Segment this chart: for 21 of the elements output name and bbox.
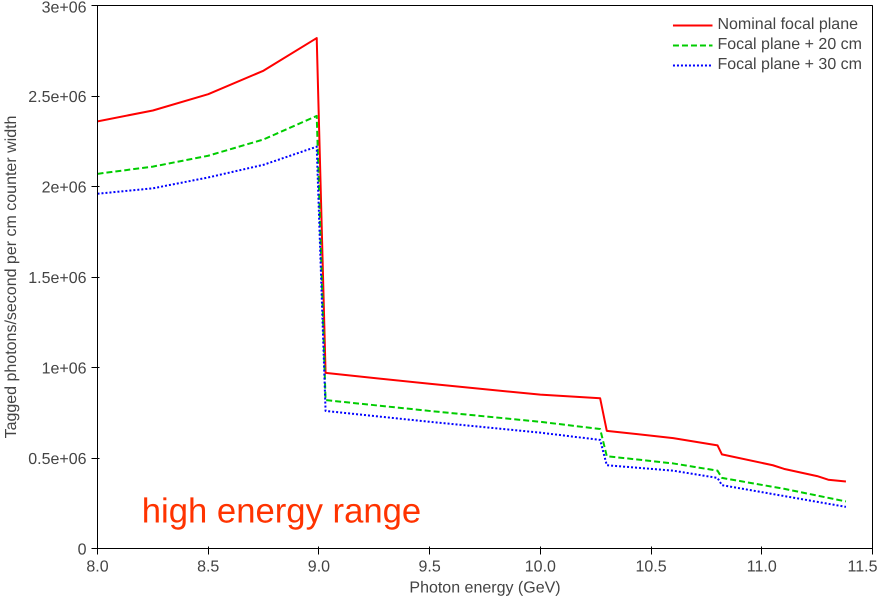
- y-tick-label: 2.5e+06: [28, 89, 87, 106]
- x-tick-label: 9.5: [418, 558, 441, 576]
- y-tick-label: 1.5e+06: [28, 270, 87, 287]
- y-tick-label: 0.5e+06: [28, 451, 87, 468]
- y-tick-label: 0: [78, 542, 87, 558]
- legend-label: Focal plane + 20 cm: [717, 36, 862, 54]
- x-tick-label: 11.0: [746, 558, 777, 576]
- y-tick-label: 3e+06: [42, 0, 87, 16]
- x-tick-label: 8.0: [86, 558, 109, 576]
- y-axis-title: Tagged photons/second per cm counter width: [3, 116, 20, 438]
- x-tick-label: 10.0: [524, 558, 556, 576]
- legend-label: Nominal focal plane: [717, 16, 858, 34]
- y-tick-label: 2e+06: [42, 180, 87, 196]
- x-tick-label: 10.5: [636, 558, 667, 576]
- x-axis-title: Photon energy (GeV): [409, 580, 561, 596]
- x-tick-label: 9.0: [308, 558, 330, 576]
- x-tick-label: 11.5: [848, 558, 877, 576]
- x-tick-label: 8.5: [197, 558, 220, 576]
- annotation: high energy range: [142, 492, 422, 530]
- y-tick-label: 1e+06: [42, 360, 87, 378]
- legend-label: Focal plane + 30 cm: [717, 56, 862, 74]
